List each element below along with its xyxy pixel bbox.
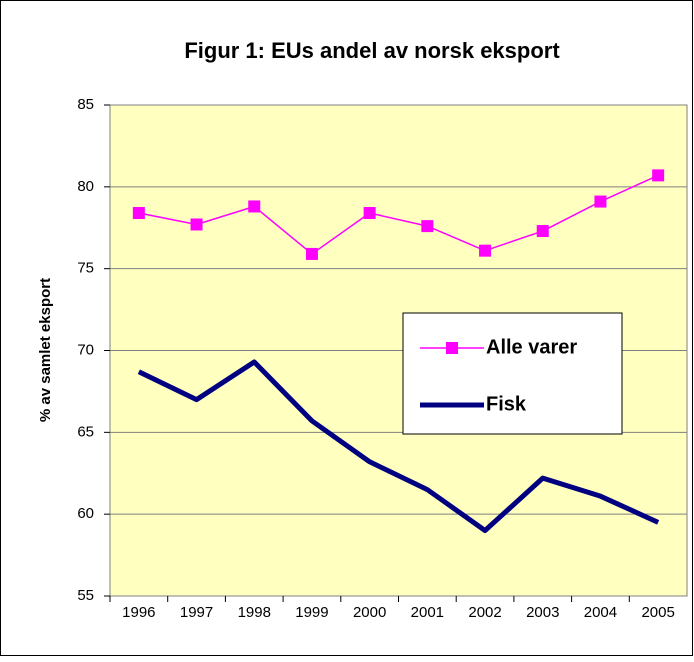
y-tick-label: 80: [77, 178, 94, 195]
legend-label: Alle varer: [486, 336, 577, 358]
legend: [402, 312, 623, 435]
y-tick-label: 75: [77, 260, 94, 277]
line: [137, 359, 660, 534]
x-tick-label: 1996: [122, 604, 155, 621]
marker: [594, 195, 607, 208]
marker: [132, 207, 145, 220]
y-tick-label: 85: [77, 96, 94, 113]
x-tick-label: 2000: [353, 604, 386, 621]
line: [138, 174, 659, 255]
y-tick-label: 55: [77, 587, 94, 604]
legend-marker: [446, 342, 458, 354]
x-tick-label: 2001: [411, 604, 444, 621]
x-tick-label: 2005: [641, 604, 674, 621]
legend-label: Fisk: [486, 393, 527, 415]
y-axis-label: % av samlet eksport: [37, 278, 54, 422]
marker: [363, 207, 376, 220]
x-tick-label: 2002: [468, 604, 501, 621]
y-tick-label: 65: [77, 423, 94, 440]
chart-title: Figur 1: EUs andel av norsk eksport: [184, 38, 560, 63]
marker: [190, 218, 203, 231]
marker: [305, 247, 318, 260]
marker: [479, 244, 492, 257]
x-tick-label: 1999: [295, 604, 328, 621]
x-tick-label: 2004: [584, 604, 617, 621]
marker: [652, 169, 665, 182]
y-tick-label: 70: [77, 341, 94, 358]
marker: [248, 200, 261, 213]
y-tick-label: 60: [77, 505, 94, 522]
x-tick-label: 1997: [180, 604, 213, 621]
x-tick-label: 1998: [238, 604, 271, 621]
x-tick-label: 2003: [526, 604, 559, 621]
marker: [536, 225, 549, 238]
marker: [421, 220, 434, 233]
